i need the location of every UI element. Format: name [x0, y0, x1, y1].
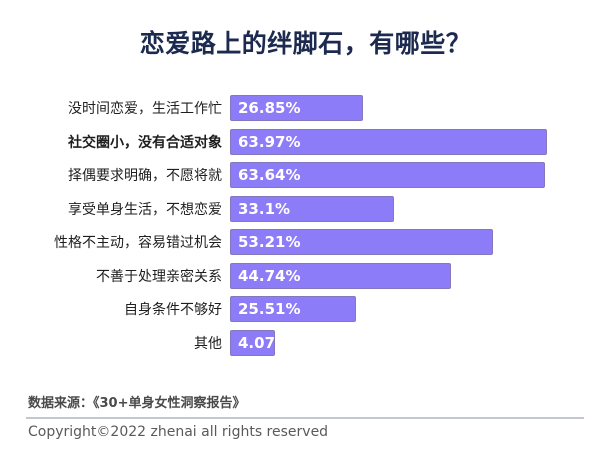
bar-chart: 没时间恋爱，生活工作忙 26.85% 社交圈小，没有合适对象 63.97% 择偶… [0, 95, 611, 363]
category-label: 其他 [194, 335, 222, 352]
footer-divider [26, 417, 584, 419]
category-label: 享受单身生活，不想恋爱 [68, 201, 222, 218]
category-label: 自身条件不够好 [124, 302, 222, 318]
chart-row: 不善于处理亲密关系 44.74% [0, 262, 611, 289]
bar-value-label: 44.74% [238, 266, 301, 285]
chart-row: 没时间恋爱，生活工作忙 26.85% [0, 95, 611, 121]
chart-footer: 数据来源：《30+单身女性洞察报告》 Copyright©2022 zhenai… [26, 392, 584, 440]
bar: 63.64% [230, 162, 546, 188]
bar: 53.21% [230, 229, 494, 255]
category-label: 择偶要求明确，不愿将就 [68, 168, 222, 184]
chart-row: 社交圈小，没有合适对象 63.97% [0, 128, 611, 155]
bar-value-label: 25.51% [238, 300, 301, 318]
bar: 26.85% [230, 95, 363, 121]
bar: 33.1% [230, 195, 394, 222]
bar-value-label: 33.1% [238, 199, 291, 218]
bar-value-label: 63.97% [238, 132, 301, 151]
bar-value-label: 53.21% [238, 233, 301, 251]
copyright-text: Copyright©2022 zhenai all rights reserve… [28, 424, 329, 440]
chart-title: 恋爱路上的绊脚石，有哪些？ [139, 29, 472, 58]
chart-row: 性格不主动，容易错过机会 53.21% [0, 229, 611, 255]
category-label: 不善于处理亲密关系 [96, 268, 222, 285]
category-label: 社交圈小，没有合适对象 [68, 134, 222, 151]
chart-row: 自身条件不够好 25.51% [0, 296, 611, 322]
chart-row: 享受单身生活，不想恋爱 33.1% [0, 195, 611, 222]
chart-row: 其他 4.07% [0, 329, 611, 356]
data-source-text: 数据来源：《30+单身女性洞察报告》 [28, 396, 246, 411]
bar: 4.07% [230, 329, 290, 356]
bar: 25.51% [230, 296, 357, 322]
category-label: 性格不主动，容易错过机会 [54, 235, 222, 251]
bar-value-label: 4.07% [238, 333, 291, 352]
bar: 44.74% [230, 262, 452, 289]
category-label: 没时间恋爱，生活工作忙 [68, 101, 222, 117]
chart-row: 择偶要求明确，不愿将就 63.64% [0, 162, 611, 188]
bar-value-label: 63.64% [238, 166, 301, 184]
bar: 63.97% [230, 128, 547, 155]
bar-value-label: 26.85% [238, 99, 301, 117]
